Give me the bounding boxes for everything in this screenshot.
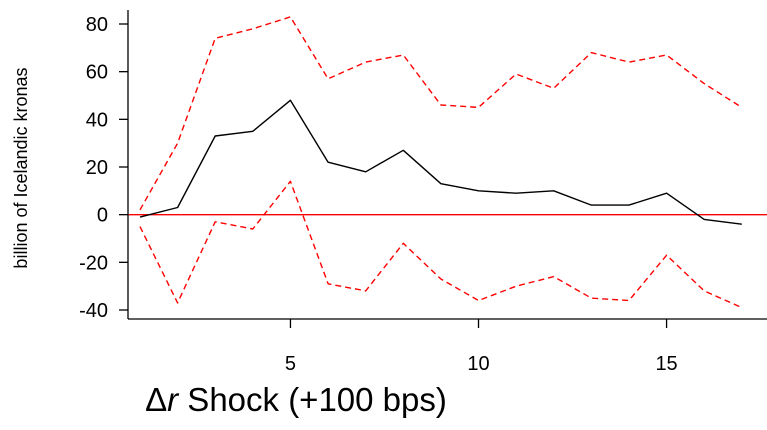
x-axis-label-delta: Δ xyxy=(145,381,167,418)
x-axis-label: Δr Shock (+100 bps) xyxy=(145,381,447,418)
series-line-upper-band xyxy=(139,16,743,211)
y-tick-label: 0 xyxy=(97,205,108,227)
y-tick-label: 60 xyxy=(86,62,108,84)
y-tick-label: 20 xyxy=(86,157,108,179)
y-tick-label: -40 xyxy=(79,300,108,322)
y-tick-label: 80 xyxy=(86,14,108,36)
x-axis-label-variable: r xyxy=(167,381,180,418)
y-axis-label: billion of Icelandic kronas xyxy=(11,67,31,268)
axes: -40 -20 0 20 40 60 80 5 10 15 xyxy=(79,10,767,375)
x-tick-label: 5 xyxy=(285,353,296,375)
series-line-estimate xyxy=(139,99,742,225)
y-tick-label: -20 xyxy=(79,252,108,274)
y-tick-label: 40 xyxy=(86,109,108,131)
x-axis-label-text: Shock (+100 bps) xyxy=(178,381,447,418)
x-tick-label: 10 xyxy=(467,353,489,375)
plot-area xyxy=(128,16,767,309)
x-tick-label: 15 xyxy=(655,353,677,375)
series-line-lower-band xyxy=(139,180,743,309)
